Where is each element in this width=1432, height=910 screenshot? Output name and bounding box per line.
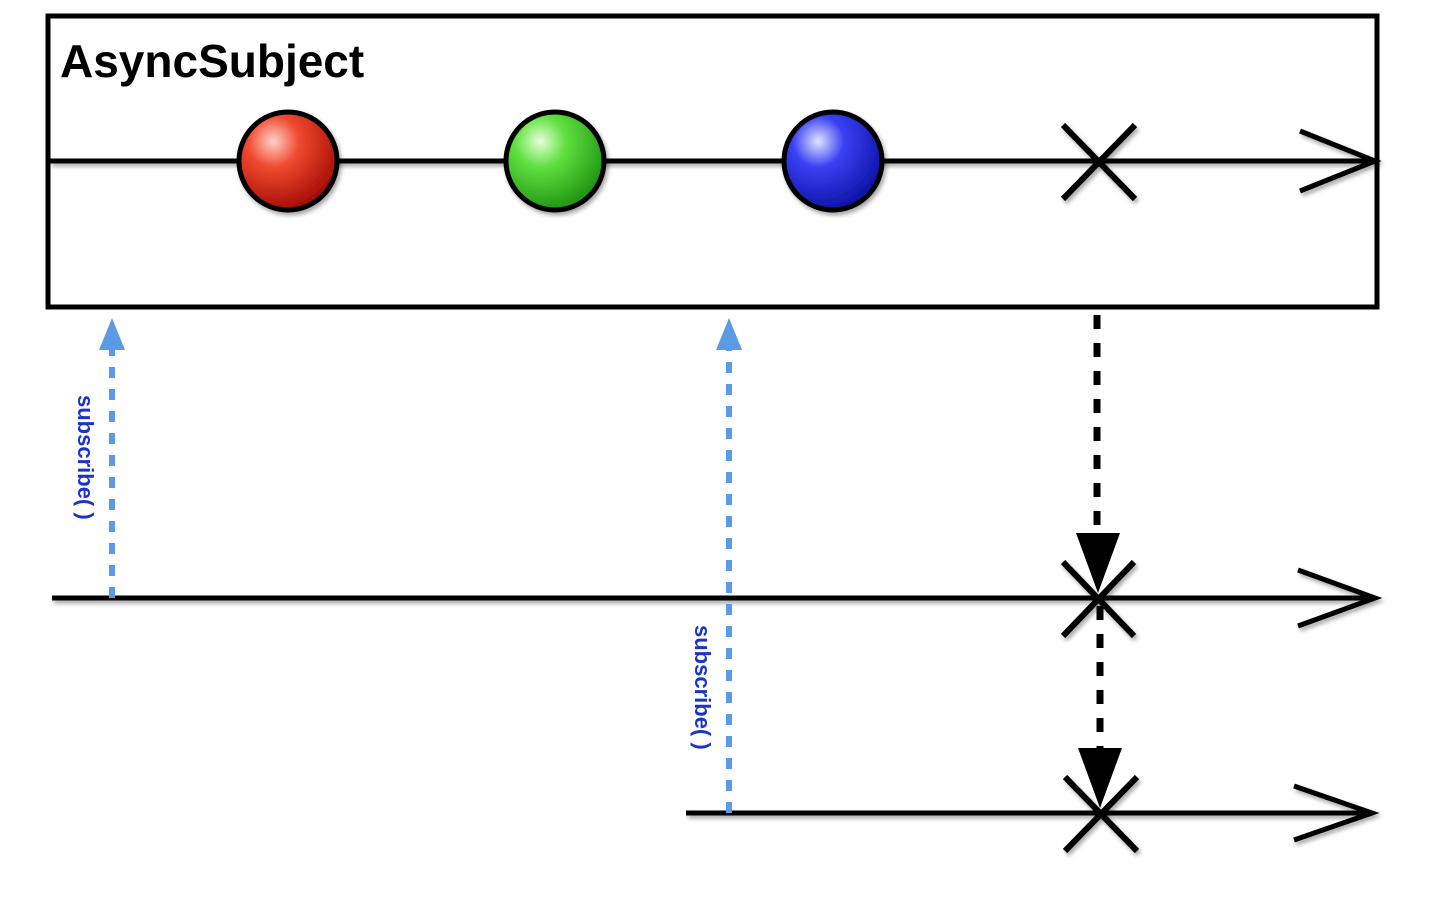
- up-arrowhead-icon: [716, 318, 742, 350]
- observer-1-timeline: [52, 567, 1383, 629]
- down-arrowhead-icon: [1076, 533, 1120, 593]
- green-emission: [503, 109, 607, 213]
- down-arrowhead-icon: [1078, 748, 1122, 808]
- observer-2-arrowhead-icon: [1293, 783, 1380, 843]
- subscribe-label-2: subscribe( ): [690, 625, 715, 750]
- subscribe-arrow-2: subscribe( ): [690, 318, 742, 813]
- observer-1-error-x-icon: [1060, 559, 1137, 639]
- source-error-x-icon: [1060, 122, 1138, 202]
- observer-2-error-x-icon: [1062, 774, 1140, 854]
- observer-1-arrowhead-icon: [1297, 567, 1383, 629]
- subscribe-label-1: subscribe( ): [73, 395, 98, 520]
- blue-emission: [781, 109, 885, 213]
- red-emission: [236, 109, 340, 213]
- subject-title: AsyncSubject: [60, 35, 364, 87]
- source-arrowhead-icon: [1299, 128, 1382, 194]
- up-arrowhead-icon: [99, 318, 125, 350]
- error-propagation-arrow-2: [1078, 606, 1122, 808]
- subscribe-arrow-1: subscribe( ): [73, 318, 125, 598]
- observer-2-timeline: [686, 783, 1380, 843]
- error-propagation-arrow-1: [1076, 315, 1120, 593]
